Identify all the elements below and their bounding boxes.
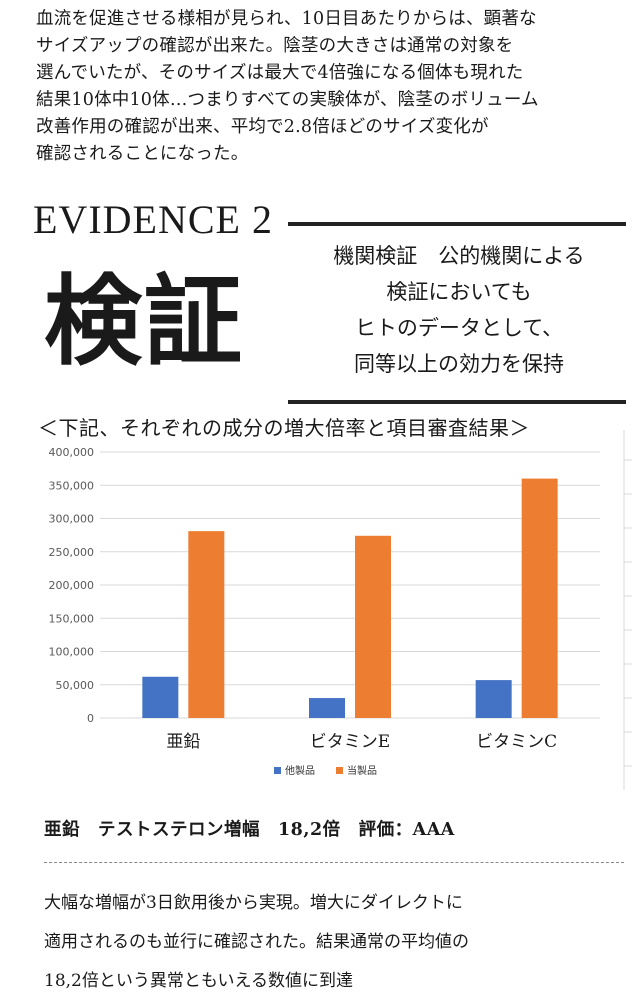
intro-line: サイズアップの確認が出来た。陰茎の大きさは通常の対象を — [36, 36, 514, 56]
detail-text: 大幅な増幅が3日飲用後から実現。増大にダイレクトに 適用されるのも並行に確認され… — [44, 884, 469, 1001]
y-tick-label: 300,000 — [49, 513, 95, 526]
heading-rule-bottom — [288, 400, 626, 404]
claim-line: 機関検証 公的機関による — [333, 244, 585, 268]
y-tick-label: 400,000 — [49, 446, 95, 459]
legend-label: 当製品 — [347, 764, 377, 777]
heading-rule-top — [288, 222, 626, 226]
bar-other-product — [475, 680, 512, 718]
intro-line: 改善作用の確認が出来、平均で2.8倍ほどのサイズ変化が — [36, 117, 489, 137]
y-tick-label: 150,000 — [49, 612, 95, 625]
detail-line: 18,2倍という異常ともいえる数値に到達 — [44, 971, 354, 991]
detail-line: 大幅な増幅が3日飲用後から実現。増大にダイレクトに — [44, 893, 463, 913]
intro-text: 血流を促進させる様相が見られ、10日目あたりからは、顕著な サイズアップの確認が… — [36, 6, 626, 168]
legend-swatch — [336, 767, 343, 774]
detail-line: 適用されるのも並行に確認された。結果通常の平均値の — [44, 932, 469, 952]
intro-line: 選んでいたが、そのサイズは最大で4倍強になる個体も現れた — [36, 63, 524, 83]
bar-other-product — [309, 698, 345, 718]
y-tick-label: 200,000 — [49, 579, 95, 592]
x-category-label: ビタミンE — [310, 732, 390, 752]
bar-other-product — [142, 676, 179, 718]
dashed-divider — [44, 862, 624, 863]
y-tick-label: 100,000 — [49, 646, 95, 659]
bar-chart: 0 50,000 100,000 150,000 200,000 250,000 300,0… — [49, 446, 600, 777]
intro-line: 結果10体中10体…つまりすべての実験体が、陰茎のボリューム — [36, 90, 539, 110]
claim-line: 同等以上の効力を保持 — [354, 352, 564, 376]
intro-line: 血流を促進させる様相が見られ、10日目あたりからは、顕著な — [36, 9, 537, 29]
side-ruler-decoration — [623, 430, 632, 790]
claim-line: 検証においても — [386, 280, 532, 304]
kanji-heading: 検証 — [44, 264, 245, 379]
bar-this-product — [188, 531, 225, 718]
intro-line: 確認されることになった。 — [36, 144, 249, 164]
y-tick-label: 0 — [87, 712, 94, 725]
claim-line: ヒトのデータとして、 — [354, 316, 564, 340]
y-tick-label: 350,000 — [49, 479, 95, 492]
bar-this-product — [355, 535, 391, 718]
y-tick-label: 50,000 — [56, 679, 95, 692]
legend-swatch — [274, 767, 281, 774]
verification-claim: 機関検証 公的機関による 検証においても ヒトのデータとして、 同等以上の効力を… — [300, 238, 618, 382]
x-category-label: 亜鉛 — [166, 732, 200, 752]
bar-this-product — [521, 478, 558, 718]
summary-line: 亜鉛 テストステロン増幅 18,2倍 評価：AAA — [44, 820, 455, 840]
legend-label: 他製品 — [285, 764, 315, 777]
x-category-label: ビタミンC — [476, 732, 557, 752]
chart-caption: ＜下記、それぞれの成分の増大倍率と項目審査結果＞ — [38, 416, 530, 440]
evidence-heading: EVIDENCE 2 — [33, 197, 273, 242]
y-tick-label: 250,000 — [49, 546, 95, 559]
